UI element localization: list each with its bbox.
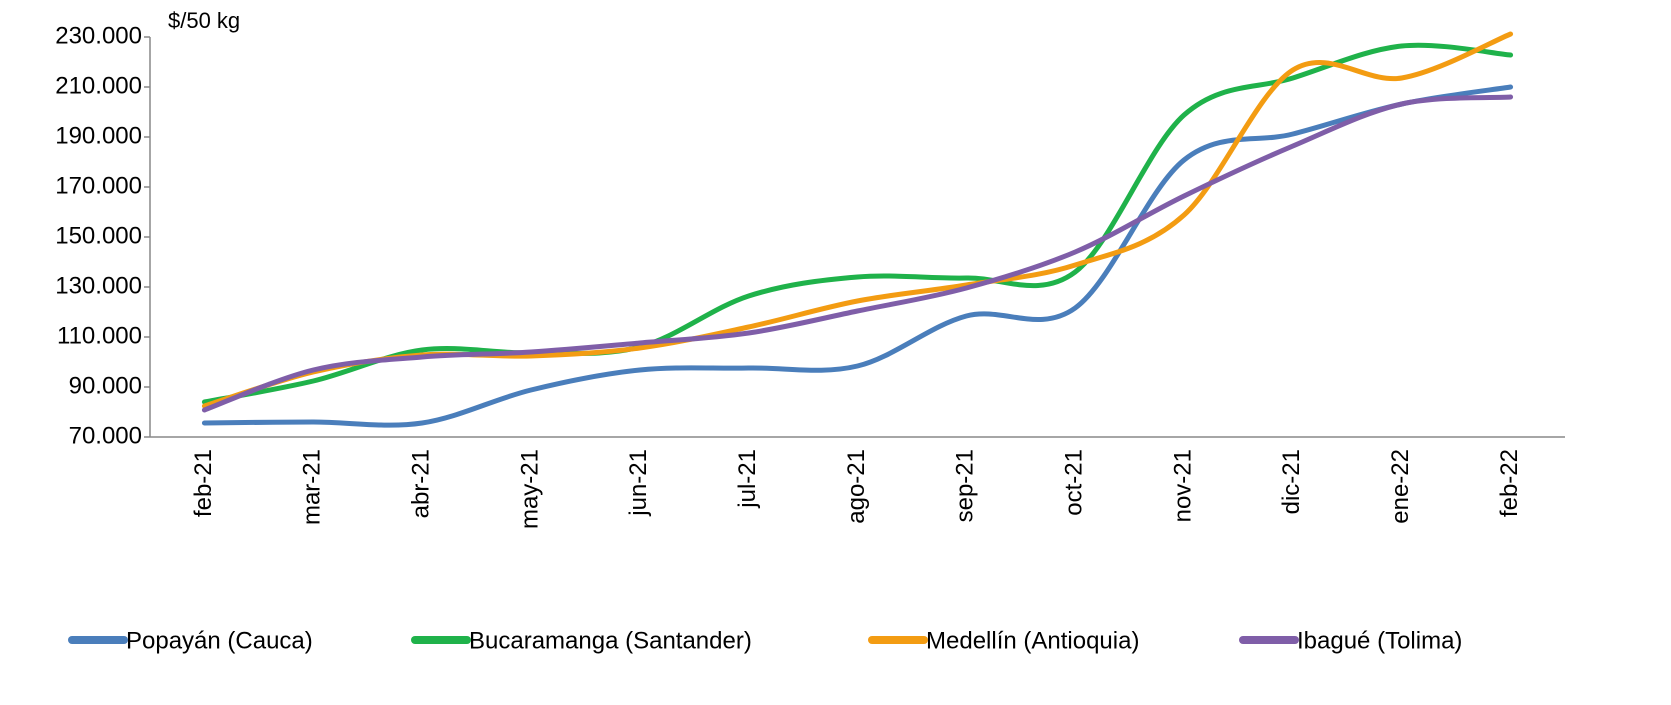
y-tick-label: 190.000: [55, 122, 142, 149]
y-tick-label: 150.000: [55, 222, 142, 249]
legend-label: Medellín (Antioquia): [926, 627, 1139, 654]
x-tick-label: abr-21: [407, 449, 434, 518]
x-tick-label: feb-21: [190, 449, 217, 517]
y-tick-label: 90.000: [69, 372, 142, 399]
x-tick-label: jul-21: [734, 449, 761, 509]
legend-label: Bucaramanga (Santander): [469, 627, 752, 654]
y-unit-label: $/50 kg: [168, 8, 240, 33]
x-tick-label: oct-21: [1061, 449, 1088, 516]
series-line: [201, 31, 1514, 409]
x-tick-label: may-21: [516, 449, 543, 529]
legend-label: Ibagué (Tolima): [1297, 627, 1462, 654]
x-tick-label: ago-21: [843, 449, 870, 524]
series-line: [201, 42, 1514, 405]
x-tick-label: feb-22: [1496, 449, 1523, 517]
y-tick-label: 130.000: [55, 272, 142, 299]
y-tick-label: 170.000: [55, 172, 142, 199]
y-tick-label: 110.000: [57, 322, 142, 349]
y-tick-label: 230.000: [55, 22, 142, 49]
x-tick-label: sep-21: [952, 449, 979, 522]
legend-label: Popayán (Cauca): [126, 627, 313, 654]
x-tick-label: mar-21: [299, 449, 326, 525]
x-tick-label: dic-21: [1278, 449, 1305, 514]
series-line: [201, 84, 1514, 428]
x-tick-label: nov-21: [1169, 449, 1196, 522]
y-tick-label: 70.000: [69, 422, 142, 449]
x-tick-label: ene-22: [1387, 449, 1414, 524]
x-tick-label: jun-21: [625, 449, 652, 517]
y-tick-label: 210.000: [55, 72, 142, 99]
series-line: [201, 94, 1514, 413]
